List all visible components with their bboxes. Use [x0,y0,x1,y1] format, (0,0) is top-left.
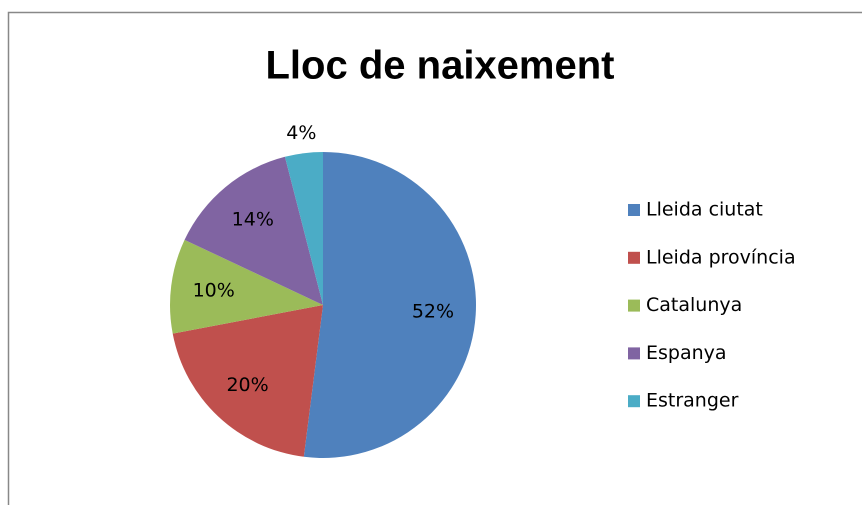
data-label: 52% [412,300,454,322]
legend-swatch [628,347,640,360]
pie-slice [184,156,323,305]
data-label: 20% [226,374,268,396]
legend-swatch [628,204,640,216]
legend-label: Espanya [646,342,727,364]
pie-slice [170,239,323,334]
legend-label: Catalunya [646,294,742,316]
legend-label: Lleida ciutat [646,199,763,221]
legend-swatch [628,251,640,264]
data-label: 10% [193,280,235,302]
legend-swatch [628,299,640,312]
legend-swatch [628,395,640,408]
data-label: 4% [286,122,316,144]
pie-slice [172,305,323,457]
data-label: 14% [232,209,274,231]
pie-slice [303,152,476,458]
legend-label: Lleida província [646,246,796,268]
legend-label: Estranger [646,390,739,412]
chart-title: Lloc de naixement [266,44,615,88]
pie-slice [284,152,323,305]
